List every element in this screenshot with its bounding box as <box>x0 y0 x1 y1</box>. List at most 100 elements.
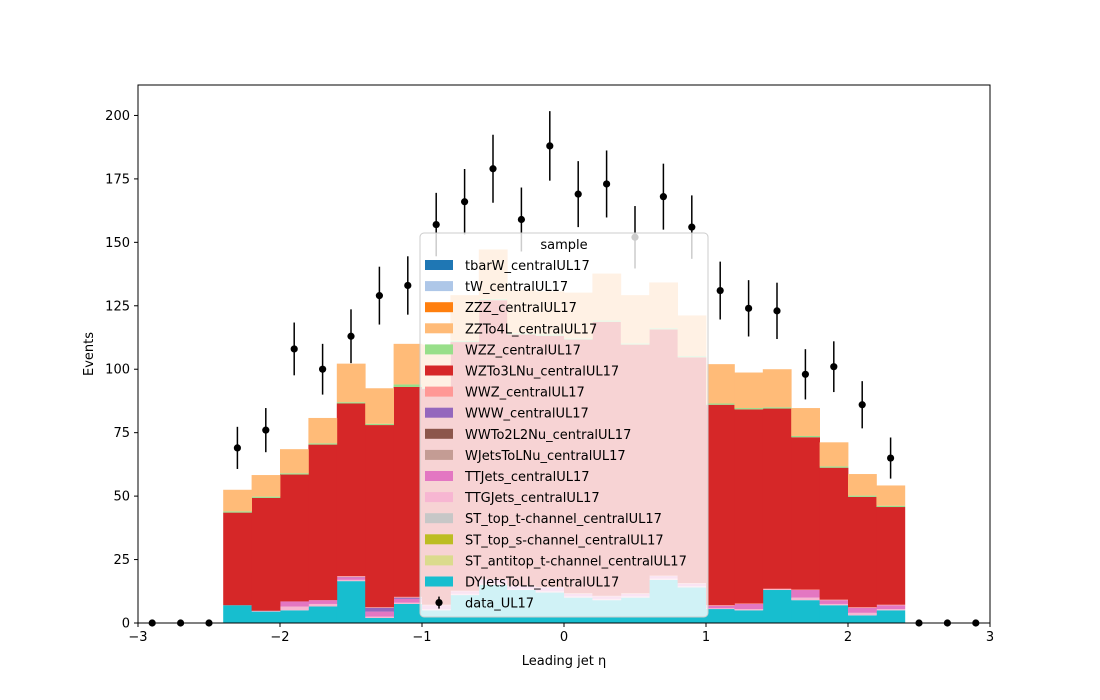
bar-segment <box>223 512 252 606</box>
bar-segment <box>734 409 764 604</box>
y-tick-label: 25 <box>113 553 130 568</box>
bar-segment <box>336 579 366 582</box>
data-point <box>262 426 270 434</box>
bar-segment <box>819 600 849 604</box>
y-tick-label: 150 <box>105 236 130 251</box>
legend-label: data_UL17 <box>465 597 534 612</box>
legend-item: WJetsToLNu_centralUL17 <box>425 449 626 464</box>
bar-segment <box>365 607 394 608</box>
bar-segment <box>393 386 423 597</box>
bar-segment <box>308 606 338 623</box>
y-tick-label: 175 <box>105 172 130 187</box>
bar-segment <box>251 496 281 498</box>
bar-segment <box>848 612 877 616</box>
bar-segment <box>819 467 849 600</box>
legend-swatch <box>425 471 453 481</box>
bar-segment <box>734 408 764 410</box>
bar-segment <box>223 511 252 513</box>
legend-item: TTGJets_centralUL17 <box>425 491 600 506</box>
x-axis-ticks: −3 −2 −1 0 1 2 3 <box>128 623 994 645</box>
bar-segment <box>365 607 394 612</box>
legend-item: WZTo3LNu_centralUL17 <box>425 365 619 380</box>
bar-segment <box>393 343 423 385</box>
bar-segment <box>706 364 735 404</box>
x-tick-label: −1 <box>412 630 431 645</box>
bar-segment <box>876 507 906 605</box>
x-tick-label: −2 <box>270 630 289 645</box>
data-point <box>801 370 810 378</box>
legend-swatch <box>425 323 453 334</box>
legend-label: tW_centralUL17 <box>465 280 568 295</box>
bar-segment <box>251 475 281 497</box>
bar-segment <box>848 607 877 613</box>
bar-segment <box>280 601 309 607</box>
bar-segment <box>393 598 423 603</box>
y-tick-label: 75 <box>113 426 130 441</box>
data-point <box>319 365 327 373</box>
legend-swatch <box>425 428 453 439</box>
x-tick-label: 2 <box>844 630 852 645</box>
bar-segment <box>280 473 309 475</box>
legend-item: DYJetsToLL_centralUL17 <box>425 576 619 591</box>
data-point <box>290 345 298 353</box>
legend-label: ZZZ_centralUL17 <box>465 301 577 316</box>
bar-segment <box>706 403 735 405</box>
bar-segment <box>734 603 764 610</box>
legend-swatch <box>425 365 453 376</box>
data-point <box>830 363 838 371</box>
bar-segment <box>876 609 906 611</box>
bar-segment <box>365 611 394 617</box>
y-tick-label: 100 <box>105 363 130 378</box>
data-point <box>659 193 668 201</box>
x-tick-label: −3 <box>128 630 147 645</box>
data-point <box>517 215 526 224</box>
bar-segment <box>336 576 366 578</box>
data-point <box>233 444 241 452</box>
bar-segment <box>251 611 281 623</box>
data-point <box>347 332 355 340</box>
legend-point-marker <box>435 599 443 607</box>
bar-segment <box>336 581 366 623</box>
bar-segment <box>791 597 820 601</box>
bar-segment <box>365 423 394 426</box>
data-point <box>432 220 440 229</box>
data-point <box>603 180 611 188</box>
bar-segment <box>393 597 423 599</box>
bar-segment <box>734 609 764 611</box>
legend-swatch <box>425 576 453 587</box>
bar-segment <box>251 610 281 612</box>
bar-segment <box>791 590 820 598</box>
bar-segment <box>876 605 906 610</box>
data-point <box>546 142 554 150</box>
legend-swatch <box>425 386 453 397</box>
bar-segment <box>251 497 281 611</box>
legend-item: ZZTo4L_centralUL17 <box>425 322 597 337</box>
bar-segment <box>336 576 366 577</box>
data-point <box>489 165 497 173</box>
data-point <box>404 281 412 290</box>
legend-swatch <box>425 449 453 460</box>
bar-segment <box>308 417 338 444</box>
bar-segment <box>336 577 366 580</box>
bar-segment <box>336 402 366 404</box>
bar-segment <box>791 589 820 591</box>
legend-item: tbarW_centralUL17 <box>425 259 590 274</box>
y-tick-label: 0 <box>122 617 130 632</box>
bar-segment <box>819 605 849 623</box>
legend-item: ST_top_s-channel_centralUL17 <box>425 533 664 548</box>
bar-segment <box>848 607 877 608</box>
data-point <box>688 223 696 231</box>
data-point <box>461 198 469 206</box>
bar-segment <box>393 596 423 598</box>
legend-label: ST_antitop_t-channel_centralUL17 <box>465 554 687 569</box>
x-tick-label: 3 <box>986 630 994 645</box>
bar-segment <box>706 404 735 606</box>
legend: sample tbarW_centralUL17 tW_centralUL17 ZZZ… <box>419 232 709 618</box>
bar-segment <box>762 408 792 589</box>
legend-item: ZZZ_centralUL17 <box>425 301 577 316</box>
legend-swatch <box>425 302 453 313</box>
bar-segment <box>393 602 423 604</box>
legend-item: WWZ_centralUL17 <box>425 386 585 401</box>
bar-segment <box>762 407 792 409</box>
